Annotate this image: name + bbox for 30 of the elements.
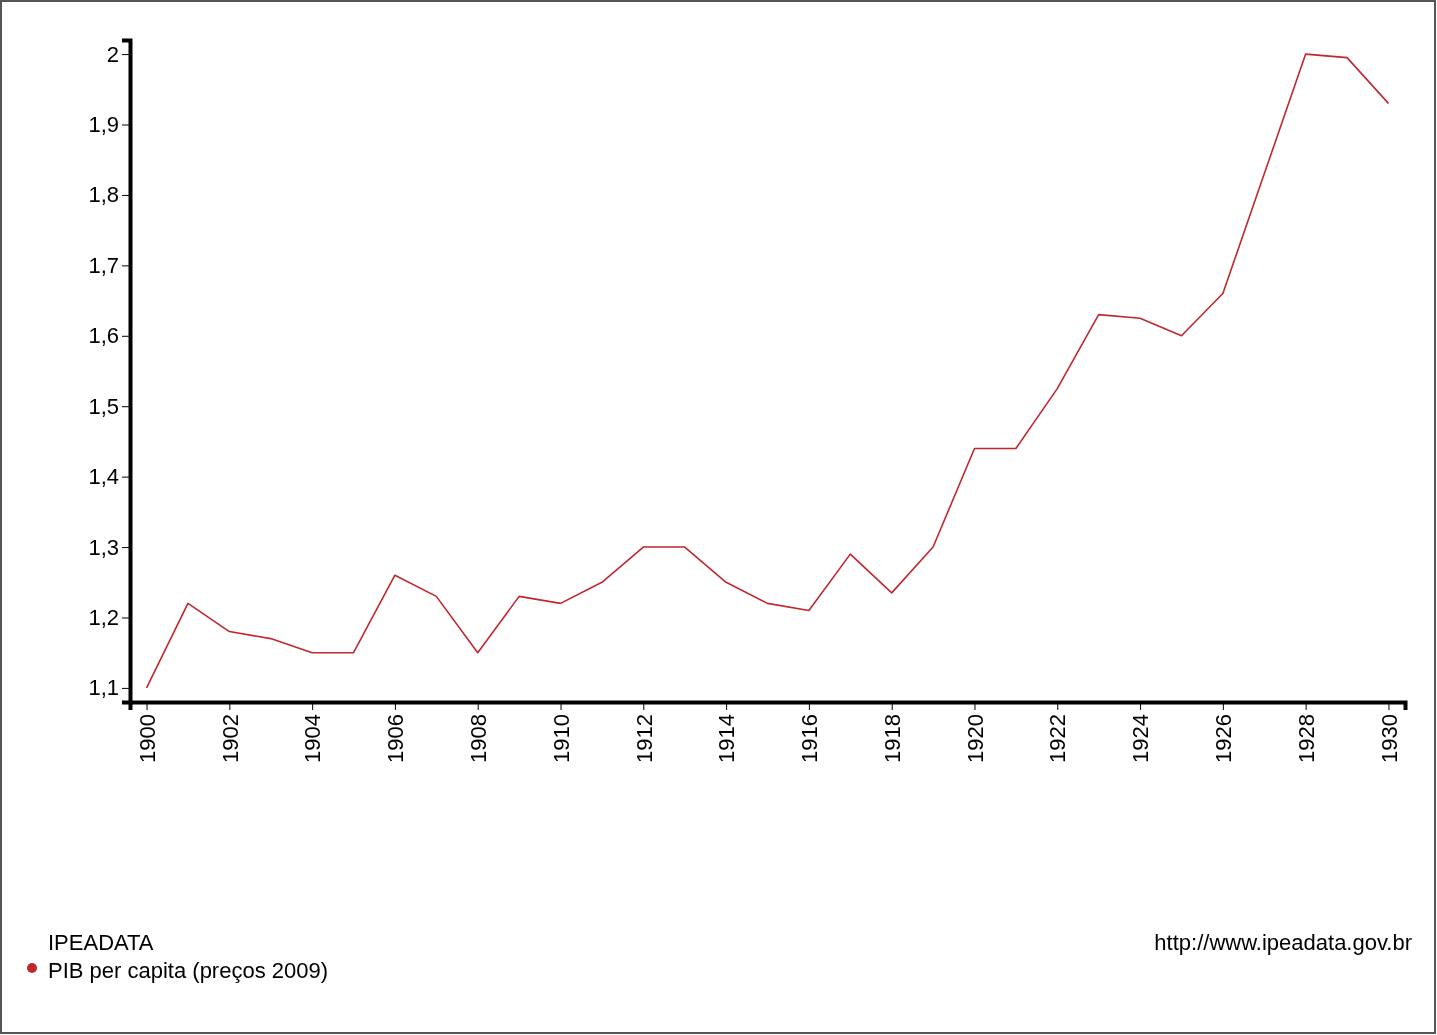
y-tick-label: 1,7: [88, 252, 119, 278]
legend-title: IPEADATA: [48, 930, 154, 955]
y-tick-label: 1,3: [88, 534, 119, 560]
x-tick-label: 1908: [465, 714, 491, 763]
legend-label: PIB per capita (preços 2009): [48, 958, 329, 983]
x-tick-label: 1930: [1376, 714, 1402, 763]
y-tick-label: 1,2: [88, 605, 119, 631]
text: http://www.ipeadata.gov.br: [1154, 930, 1412, 955]
x-tick-label: 1920: [962, 714, 988, 763]
y-tick-label: 1,9: [88, 112, 119, 138]
x-tick-label: 1916: [797, 714, 823, 763]
x-tick-label: 1914: [714, 714, 740, 763]
y-tick-label: 1,4: [88, 464, 119, 490]
y-tick-label: 1,8: [88, 182, 119, 208]
x-tick-label: 1918: [879, 714, 905, 763]
x-tick-label: 1912: [631, 714, 657, 763]
x-tick-label: 1900: [134, 714, 160, 763]
x-tick-label: 1924: [1128, 714, 1154, 763]
y-tick-label: 2: [106, 41, 119, 67]
x-tick-label: 1902: [217, 714, 243, 763]
x-tick-label: 1904: [300, 714, 326, 763]
x-tick-label: 1926: [1211, 714, 1237, 763]
x-tick-label: 1906: [383, 714, 409, 763]
x-tick-label: 1910: [548, 714, 574, 763]
x-tick-label: 1928: [1293, 714, 1319, 763]
y-tick-label: 1,6: [88, 323, 119, 349]
x-tick-label: 1922: [1045, 714, 1071, 763]
y-tick-label: 1,5: [88, 393, 119, 419]
line-series: [145, 53, 1390, 689]
y-tick-label: 1,1: [88, 675, 119, 701]
